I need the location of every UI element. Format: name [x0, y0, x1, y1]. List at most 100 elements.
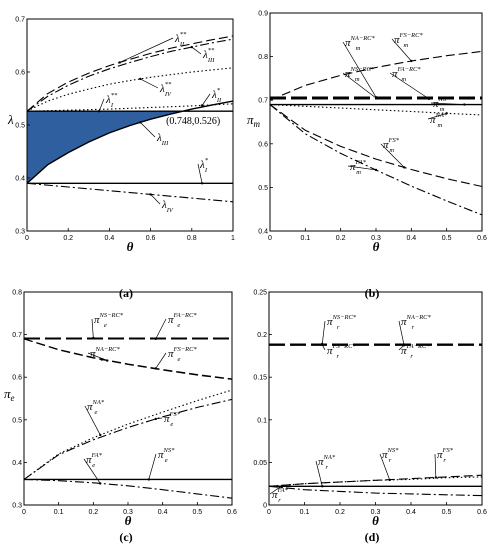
label-arrow-head — [99, 482, 102, 485]
series-line-fs — [268, 474, 483, 487]
y-tick-label: 0.7 — [258, 98, 268, 105]
label-arrow — [201, 93, 211, 106]
x-tick-label: 0 — [22, 509, 26, 516]
label-arrow-head — [97, 110, 101, 113]
panel-caption: (d) — [365, 530, 380, 544]
label-arrow — [119, 37, 174, 63]
series-label-ns: πNS* r — [382, 447, 399, 464]
series-line-fs_rc — [23, 338, 233, 380]
x-tick-label: 1 — [231, 235, 235, 242]
label-arrow — [150, 194, 161, 205]
label-arrow-head — [402, 344, 406, 347]
label-arrow — [87, 352, 108, 361]
plot-frame — [23, 291, 233, 506]
y-tick-label: 0 — [263, 503, 267, 510]
series-label-l_I_ss: λ** I — [105, 92, 118, 109]
series-line-fa — [269, 104, 483, 216]
label-arrow — [430, 102, 465, 105]
label-arrow-head — [278, 486, 281, 489]
series-label-na_rc: πNA−RC* m — [345, 35, 376, 52]
series-line-fs_rc — [269, 50, 483, 101]
label-arrow — [83, 458, 101, 484]
x-tick-label: 0.6 — [477, 509, 487, 516]
series-label-na: πNA* e — [87, 399, 105, 416]
label-arrow-head — [321, 343, 324, 347]
y-tick-label: 0.7 — [12, 332, 22, 339]
x-tick-label: 0.5 — [442, 509, 452, 516]
series-label-fa: πFA* e — [86, 452, 103, 469]
series-label-l_III: λIII — [156, 132, 169, 147]
series-label-na: πNA* r — [318, 454, 336, 471]
panel-b: 0 0.1 0.2 0.3 0.4 0.5 0.6 0.4 0.5 0.6 0.7 0.8 0.9 θ πm… — [247, 11, 487, 301]
label-arrow — [155, 318, 167, 340]
series-label-fa_rc: πFA−RC* m — [392, 66, 421, 83]
point-annotation: (0.748,0.526) — [166, 116, 220, 127]
label-arrow-head — [154, 417, 157, 421]
label-arrow-head — [410, 59, 413, 63]
label-arrow-head — [147, 478, 150, 481]
label-arrow-head — [139, 77, 142, 81]
y-tick-label: 0.5 — [15, 123, 25, 130]
label-arrow — [98, 98, 105, 112]
y-tick-label: 0.4 — [258, 229, 268, 236]
y-tick-label: 0.3 — [12, 503, 22, 510]
x-tick-label: 0.5 — [442, 235, 452, 242]
label-arrow-head — [139, 121, 142, 124]
x-tick-label: 0 — [268, 235, 272, 242]
label-arrow — [427, 112, 447, 120]
x-tick-label: 0.5 — [192, 509, 202, 516]
y-tick-label: 0.6 — [258, 141, 268, 148]
label-arrow-head — [445, 112, 448, 115]
series-label-ns: πNS* e — [158, 447, 175, 464]
panel-caption: (b) — [365, 286, 380, 300]
label-arrow-head — [463, 103, 466, 106]
x-tick-label: 0.1 — [300, 235, 310, 242]
series-label-fa_rc: πFA−RC* r — [401, 343, 430, 360]
label-arrow — [342, 41, 377, 98]
panel-c: 0 0.1 0.2 0.3 0.4 0.5 0.6 0.3 0.4 0.5 0.6 0.7 0.8 θ πe… — [4, 290, 237, 545]
series-label-l_III_ss: λ** III — [202, 47, 215, 64]
label-arrow-head — [427, 97, 431, 101]
y-tick-label: 0.4 — [15, 176, 25, 183]
x-tick-label: 0.6 — [227, 509, 237, 516]
x-tick-label: 0.1 — [300, 509, 310, 516]
series-label-fs_rc: πFS−RC* m — [394, 32, 423, 49]
x-tick-label: 0.8 — [187, 235, 197, 242]
panel-caption: (c) — [119, 530, 132, 544]
x-axis-label: θ — [373, 239, 380, 254]
panel-caption: (a) — [119, 286, 133, 300]
plot-frame — [268, 291, 483, 506]
series-label-l_IV: λIV — [161, 199, 174, 214]
x-tick-label: 0 — [267, 509, 271, 516]
series-label-fs: πFS* m — [383, 137, 400, 154]
plot-frame — [269, 12, 483, 232]
label-arrow — [379, 453, 391, 481]
label-arrow — [321, 320, 326, 345]
y-tick-label: 0.8 — [12, 290, 22, 297]
label-arrow — [315, 460, 323, 487]
label-arrow — [191, 46, 202, 55]
x-tick-label: 0.3 — [371, 235, 381, 242]
label-arrow — [342, 72, 377, 99]
label-arrow — [155, 352, 167, 369]
series-label-l_IV_ss: λ** IV — [159, 81, 172, 98]
series-label-na_rc: πNA−RC* r — [401, 314, 432, 331]
label-arrow — [434, 453, 437, 478]
x-axis-label: θ — [372, 513, 379, 528]
series-line-fs — [23, 398, 233, 480]
x-tick-label: 0.3 — [123, 509, 133, 516]
series-line-na — [23, 389, 233, 480]
series-label-fa_rc: πFA−RC* e — [168, 312, 197, 329]
series-line-l_IV_ss — [26, 67, 234, 112]
x-tick-label: 0.6 — [146, 235, 156, 242]
label-arrow — [140, 78, 159, 89]
series-label-ns_rc: πNS−RC* r — [327, 314, 357, 331]
series-label-ns: πNS* m — [433, 96, 450, 113]
series-label-l_II_ss: λ** II — [174, 31, 187, 48]
series-label-fa: πFA* m — [350, 159, 367, 176]
series-label-fs: πFS* e — [164, 411, 181, 428]
label-arrow-head — [374, 168, 378, 172]
y-tick-label: 0.5 — [12, 417, 22, 424]
y-tick-label: 0.4 — [12, 460, 22, 467]
